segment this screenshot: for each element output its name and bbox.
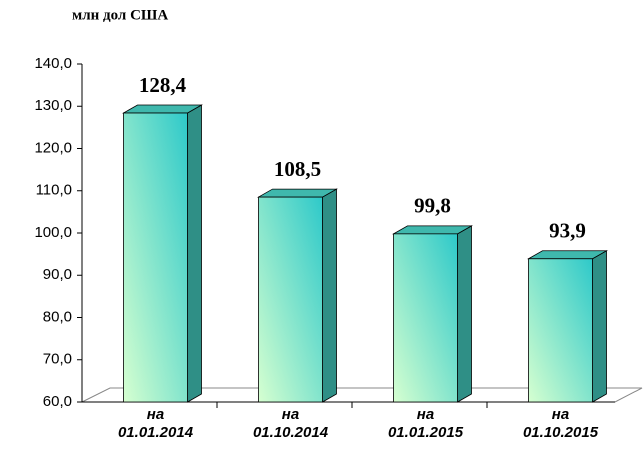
data-label: 93,9 — [549, 219, 586, 243]
bar — [123, 112, 188, 403]
y-tick-label: 70,0 — [43, 351, 72, 368]
y-tick-label: 140,0 — [34, 55, 72, 72]
x-tick-label: на 01.01.2014 — [117, 406, 194, 441]
y-tick-label: 130,0 — [34, 97, 72, 114]
bar-side — [322, 188, 337, 403]
bar-top — [256, 188, 339, 198]
data-label: 108,5 — [274, 157, 321, 181]
bar-top — [526, 250, 609, 260]
y-tick-label: 90,0 — [43, 266, 72, 283]
bar-top — [391, 225, 474, 235]
x-tick-label: на 01.10.2015 — [522, 406, 599, 441]
y-tick-label: 120,0 — [34, 139, 72, 156]
bar-top — [121, 104, 204, 114]
y-tick-label: 100,0 — [34, 224, 72, 241]
chart-title: млн дол США — [72, 7, 168, 23]
bar-side — [592, 250, 607, 403]
data-label: 99,8 — [414, 194, 451, 218]
bar — [393, 233, 458, 403]
y-tick-label: 80,0 — [43, 308, 72, 325]
x-tick-label: на 01.01.2015 — [387, 406, 464, 441]
bar — [258, 196, 323, 403]
bar — [528, 258, 593, 403]
data-label: 128,4 — [139, 73, 187, 97]
x-tick-label: на 01.10.2014 — [252, 406, 329, 441]
bar-side — [457, 225, 472, 403]
y-tick-label: 110,0 — [36, 182, 72, 199]
y-tick-label: 60,0 — [43, 393, 72, 410]
bar-side — [187, 104, 202, 403]
